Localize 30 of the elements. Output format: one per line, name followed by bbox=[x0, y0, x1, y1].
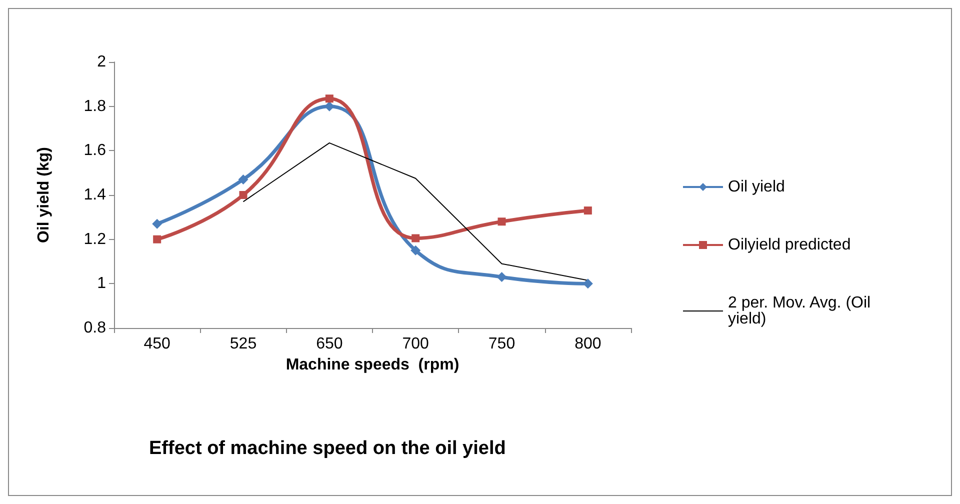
point bbox=[324, 101, 334, 112]
y-tick-label: 1.2 bbox=[84, 230, 106, 248]
y-tick-label: 1.8 bbox=[84, 98, 106, 115]
x-tick-label: 450 bbox=[144, 336, 171, 352]
point bbox=[153, 235, 162, 244]
point bbox=[325, 94, 334, 103]
y-tick-label: 1.4 bbox=[84, 186, 106, 204]
point bbox=[410, 245, 421, 256]
y-tick-label: 1 bbox=[97, 275, 106, 292]
x-tick-label: 800 bbox=[574, 336, 602, 352]
x-tick-label: 700 bbox=[402, 336, 430, 352]
point bbox=[584, 206, 592, 215]
y-tick-label: 2 bbox=[97, 54, 106, 70]
point bbox=[496, 272, 507, 282]
y-tick-label: 0.8 bbox=[84, 320, 106, 336]
text: Effect of machine speed on the oil yield bbox=[149, 438, 506, 459]
point bbox=[239, 191, 248, 199]
point bbox=[498, 218, 506, 226]
x-tick-label: 650 bbox=[316, 336, 343, 352]
legend-label: 2 per. Mov. Avg. (Oil yield) bbox=[728, 294, 876, 328]
legend-label: Oilyield predicted bbox=[728, 236, 851, 254]
point bbox=[238, 174, 248, 184]
y-tick-label: 1.6 bbox=[84, 142, 106, 160]
x-tick-label: 750 bbox=[488, 336, 516, 352]
x-axis-title: Machine speeds (rpm) bbox=[286, 356, 460, 374]
x-tick-label: 525 bbox=[230, 336, 257, 352]
point bbox=[152, 218, 162, 229]
legend-label: Oil yield bbox=[728, 178, 785, 196]
point bbox=[412, 234, 420, 242]
y-axis-title: Oil yield (kg) bbox=[36, 146, 52, 244]
